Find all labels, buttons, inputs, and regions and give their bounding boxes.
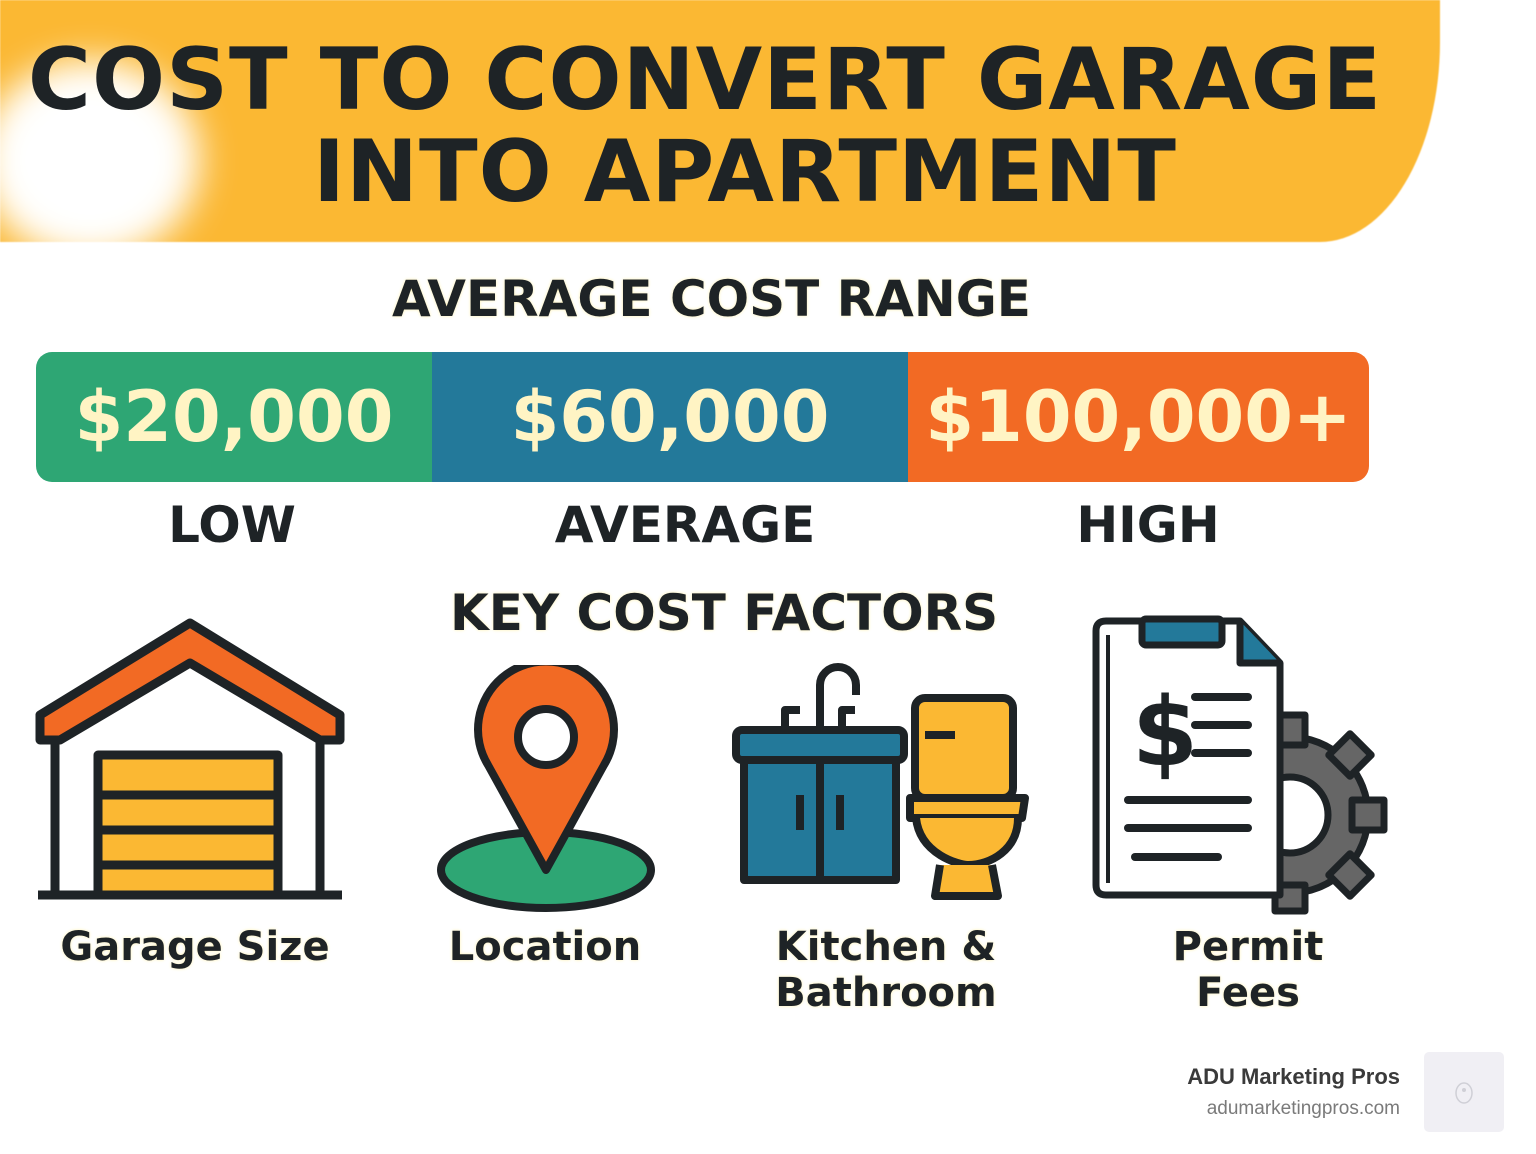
cost-average-label: AVERAGE: [554, 496, 816, 554]
cost-high-label: HIGH: [1076, 496, 1220, 554]
bear-logo-icon: [1455, 1082, 1473, 1104]
cost-range-bar: $20,000 $60,000 $100,000+: [36, 352, 1369, 482]
cost-range-heading: AVERAGE COST RANGE: [392, 270, 1031, 328]
factor-label-location: Location: [448, 924, 642, 970]
title-line-2: INTO APARTMENT: [313, 122, 1177, 222]
sink-toilet-icon: [732, 663, 1029, 900]
title-banner: [0, 0, 1440, 242]
title-line-1: COST TO CONVERT GARAGE: [27, 30, 1383, 130]
brand-logo: [1424, 1052, 1504, 1132]
brand-url: adumarketingpros.com: [1206, 1098, 1400, 1119]
cost-low-label: LOW: [168, 496, 296, 554]
brand-block: ADU Marketing Pros adumarketingpros.com: [1187, 1064, 1400, 1120]
svg-text:$: $: [1132, 678, 1198, 788]
factors-heading: KEY COST FACTORS: [450, 584, 999, 642]
garage-icon: [35, 618, 345, 900]
factor-label-garage-size: Garage Size: [60, 924, 330, 970]
document-gear-icon: $: [1092, 615, 1388, 915]
cost-average-value: $60,000: [432, 352, 908, 482]
cost-high-value: $100,000+: [908, 352, 1369, 482]
factor-label-kitchen-bathroom: Kitchen & Bathroom: [775, 924, 997, 1016]
factor-label-permit-fees: Permit Fees: [1172, 924, 1324, 1016]
cost-low-value: $20,000: [36, 352, 432, 482]
brand-name: ADU Marketing Pros: [1187, 1064, 1400, 1089]
map-pin-icon: [437, 665, 655, 912]
